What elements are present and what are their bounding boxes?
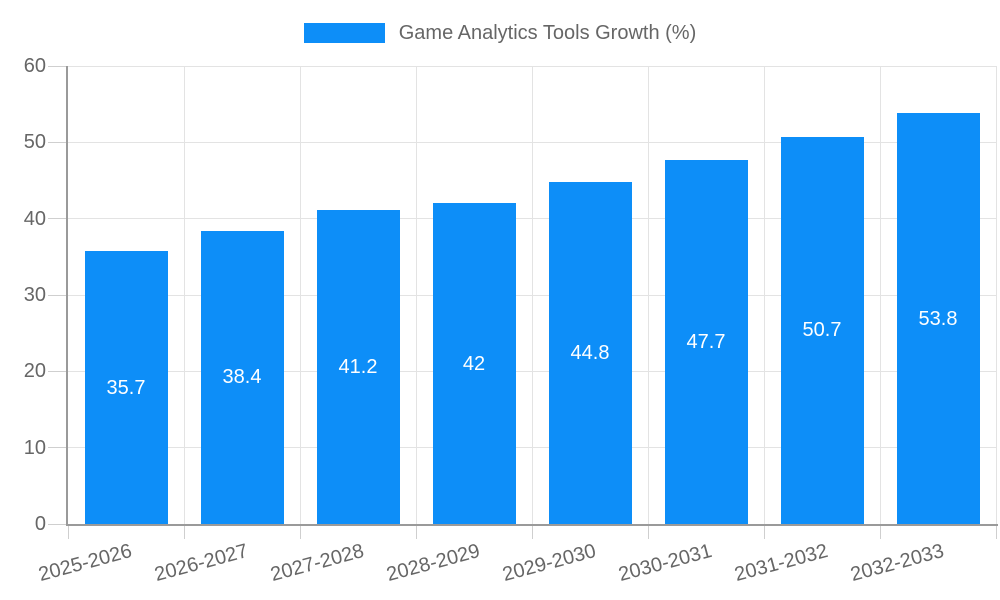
- y-tick: [48, 447, 68, 449]
- gridline-v: [647, 66, 649, 524]
- legend-item[interactable]: Game Analytics Tools Growth (%): [303, 22, 697, 44]
- y-tick: [48, 141, 68, 143]
- x-axis-line: [66, 524, 998, 526]
- x-tick: [183, 524, 185, 539]
- gridline-v: [299, 66, 301, 524]
- x-tick: [531, 524, 533, 539]
- bar-value-label: 44.8: [570, 342, 610, 364]
- y-tick: [48, 523, 68, 525]
- bar-value-label: 42: [462, 352, 486, 375]
- bar-value-label: 47.7: [686, 330, 726, 353]
- bar[interactable]: [316, 209, 400, 524]
- x-tick: [647, 524, 649, 539]
- bar[interactable]: [84, 251, 168, 524]
- gridline-h: [68, 65, 996, 67]
- x-tick-label: 2029-2030: [500, 540, 599, 587]
- x-tick: [67, 524, 69, 539]
- gridline-v: [415, 66, 417, 524]
- x-tick: [299, 524, 301, 539]
- x-tick-label: 2028-2029: [384, 540, 483, 587]
- bar-value-label: 53.8: [918, 307, 958, 330]
- x-tick: [763, 524, 765, 539]
- y-tick-label: 10: [23, 436, 46, 459]
- gridline-v: [763, 66, 765, 524]
- y-tick-label: 50: [23, 131, 46, 154]
- x-tick: [879, 524, 881, 539]
- x-tick: [415, 524, 417, 539]
- y-tick-label: 20: [23, 360, 46, 383]
- x-tick: [995, 524, 997, 539]
- bar[interactable]: [896, 113, 980, 524]
- bar[interactable]: [664, 159, 748, 524]
- bar[interactable]: [548, 182, 632, 524]
- x-tick-label: 2032-2033: [848, 540, 947, 587]
- x-tick-label: 2025-2026: [36, 540, 135, 587]
- y-tick-label: 30: [23, 284, 46, 306]
- x-tick-label: 2027-2028: [268, 540, 367, 587]
- y-tick: [48, 294, 68, 296]
- bar-value-label: 35.7: [106, 376, 146, 399]
- bar[interactable]: [780, 136, 864, 524]
- y-tick: [48, 370, 68, 372]
- y-tick-label: 60: [23, 55, 46, 77]
- bar-value-label: 41.2: [338, 355, 378, 378]
- gridline-v: [183, 66, 185, 524]
- gridline-v: [995, 66, 997, 524]
- y-axis-line: [66, 66, 68, 526]
- bar-value-label: 38.4: [222, 366, 262, 389]
- bar-value-label: 50.7: [802, 319, 842, 342]
- x-tick-label: 2026-2027: [152, 540, 251, 587]
- legend-label: Game Analytics Tools Growth (%): [398, 22, 697, 44]
- gridline-v: [531, 66, 533, 524]
- gridline-v: [879, 66, 881, 524]
- bar[interactable]: [200, 230, 284, 524]
- x-tick-label: 2030-2031: [616, 540, 715, 587]
- y-tick: [48, 218, 68, 220]
- bar[interactable]: [432, 203, 516, 524]
- y-tick: [48, 65, 68, 67]
- y-tick-label: 40: [23, 207, 46, 230]
- legend-swatch: [303, 23, 385, 43]
- x-tick-label: 2031-2032: [732, 540, 831, 587]
- y-tick-label: 0: [34, 513, 46, 535]
- chart-legend: Game Analytics Tools Growth (%): [0, 22, 1000, 44]
